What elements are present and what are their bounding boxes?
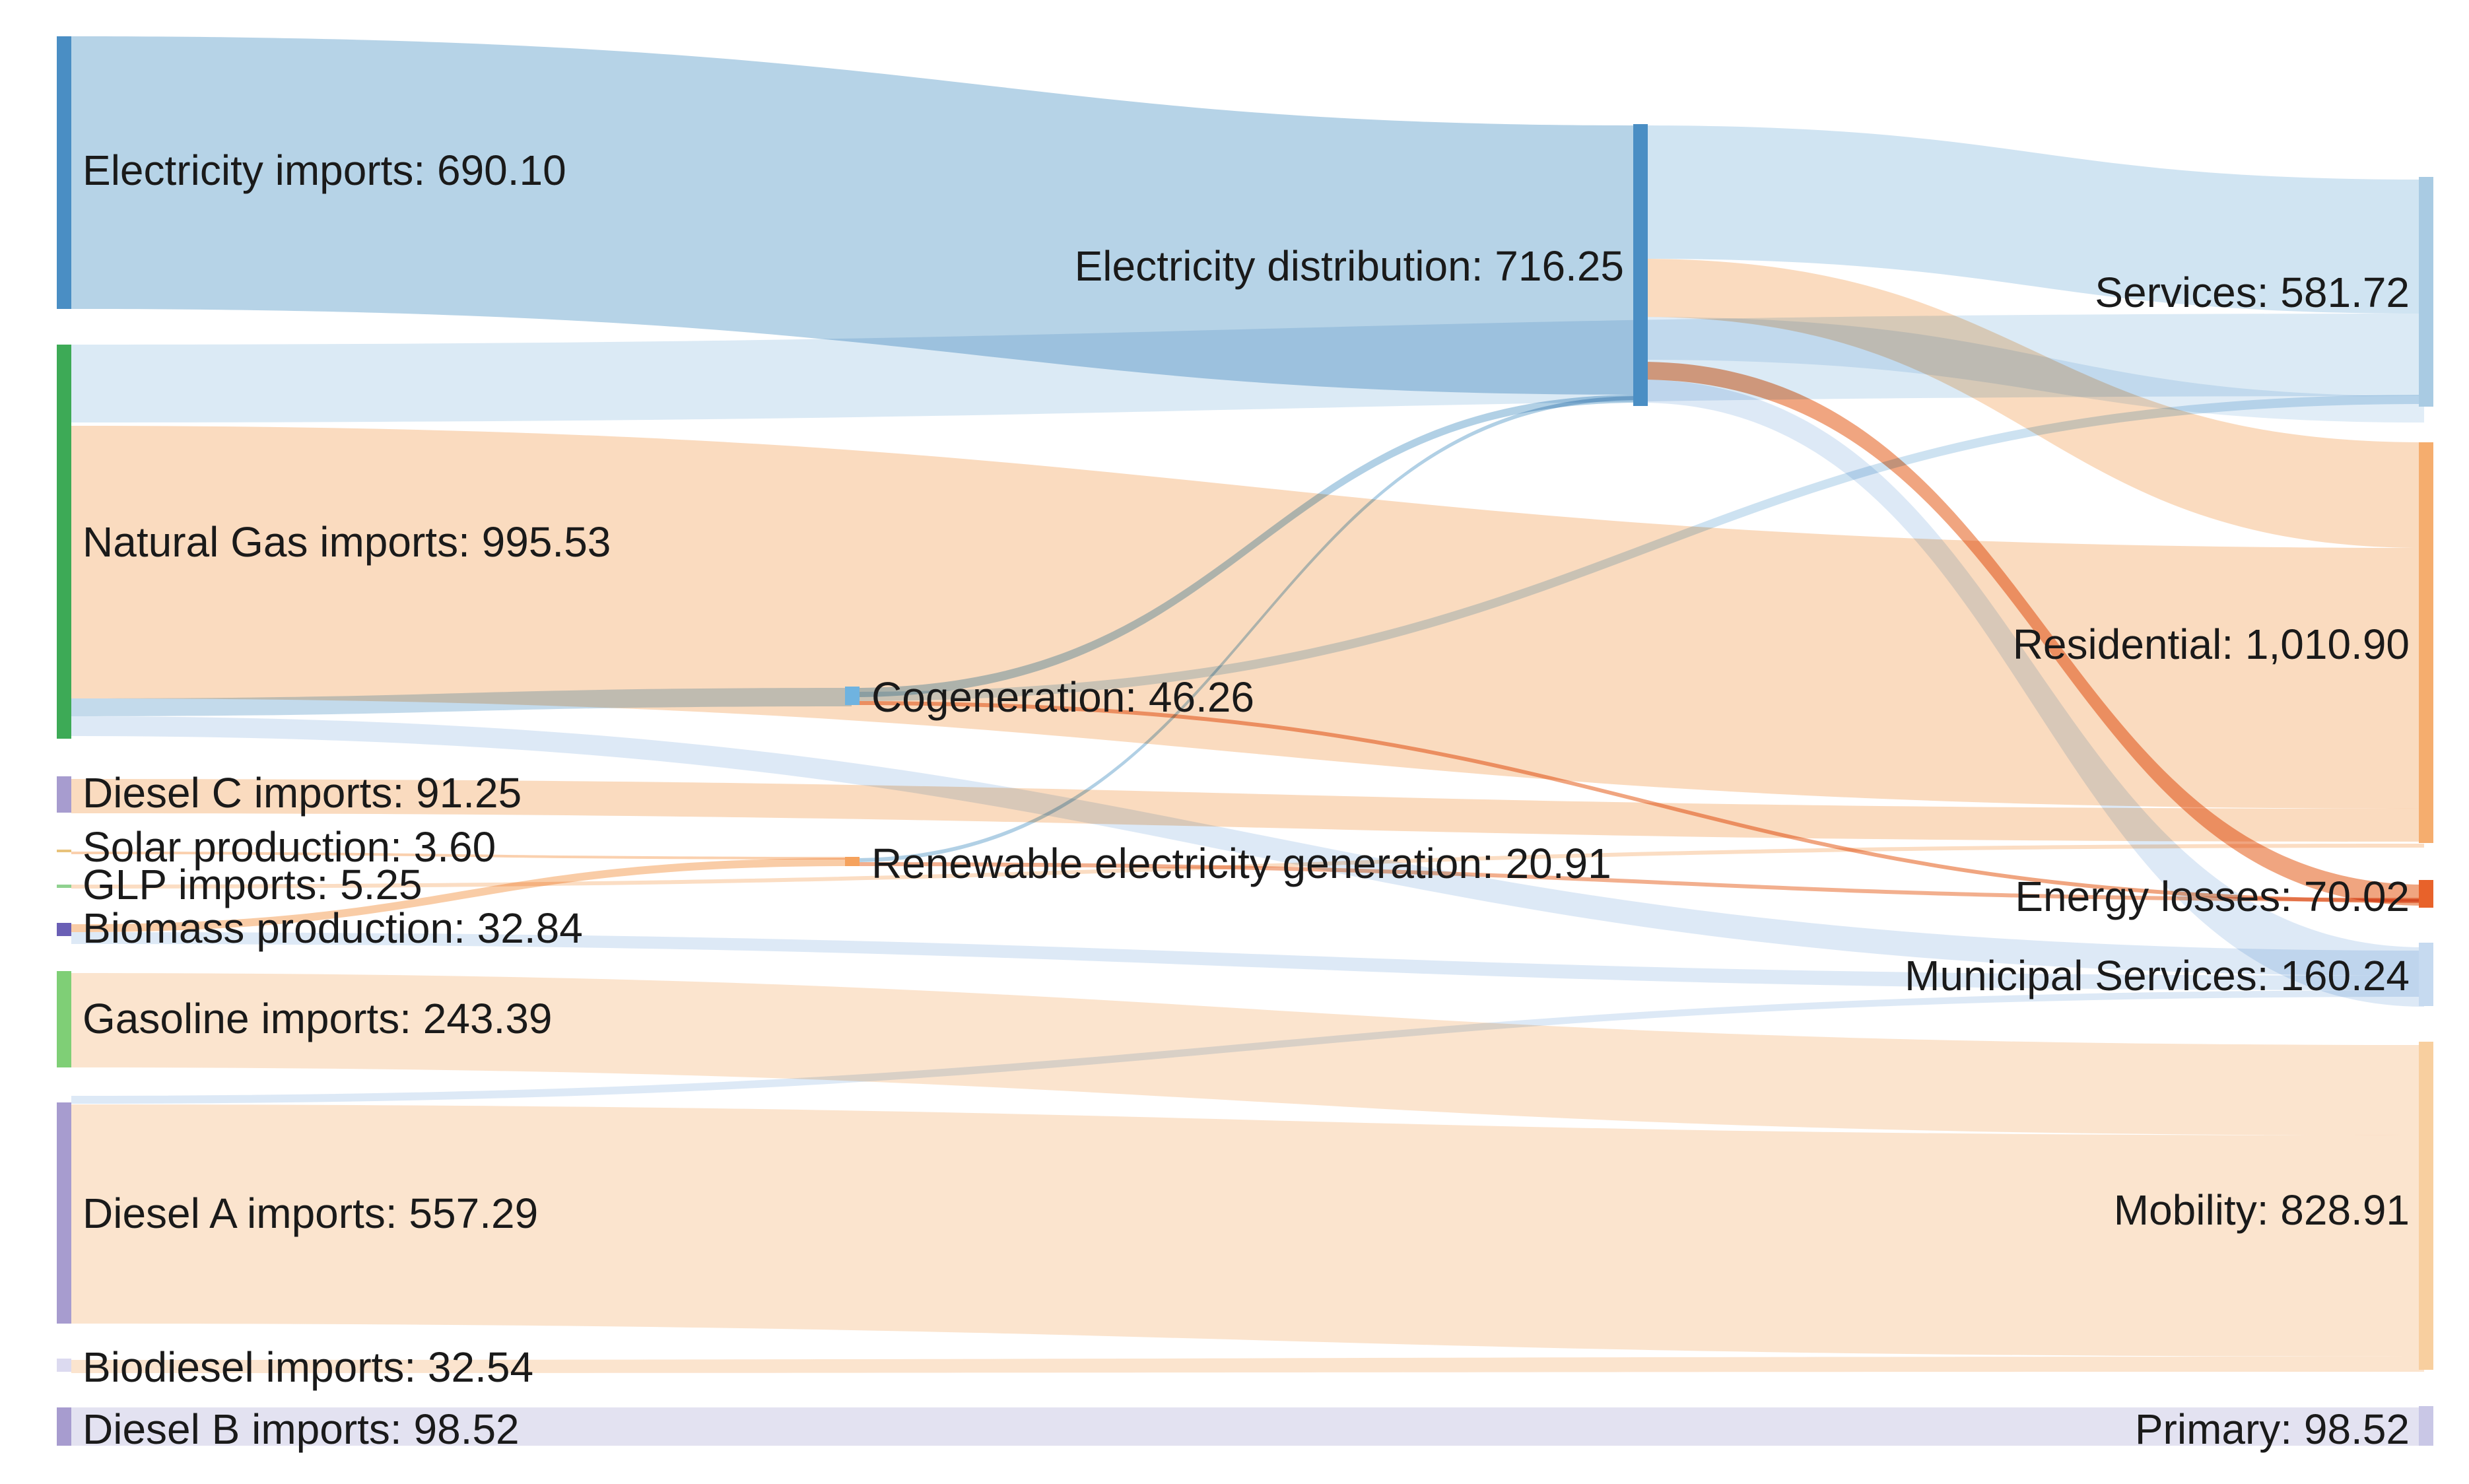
- node-services: [2419, 177, 2433, 407]
- link-natural-gas-to-residential: [71, 426, 2424, 809]
- link-distribution-to-services: [1640, 125, 2424, 314]
- label-primary: Primary: 98.52: [2135, 1405, 2410, 1453]
- link-diesel-a-to-municipal: [71, 990, 2424, 1104]
- label-renewable-generation: Renewable electricity generation: 20.91: [871, 840, 1611, 887]
- link-gasoline-to-mobility: [71, 973, 2424, 1135]
- label-diesel-b-imports: Diesel B imports: 98.52: [83, 1405, 520, 1453]
- node-diesel-b-imports: [57, 1407, 71, 1446]
- label-residential: Residential: 1,010.90: [2013, 621, 2410, 668]
- label-energy-losses: Energy losses: 70.02: [2015, 873, 2410, 920]
- label-diesel-a-imports: Diesel A imports: 557.29: [83, 1190, 538, 1237]
- node-electricity-distribution: [1633, 124, 1648, 406]
- link-biomass-to-renewable: [71, 858, 852, 932]
- node-labels: Electricity imports: 690.10 Natural Gas …: [83, 147, 2410, 1453]
- node-solar-production: [57, 850, 71, 852]
- label-electricity-distribution: Electricity distribution: 716.25: [1075, 242, 1624, 290]
- node-biomass-production: [57, 923, 71, 936]
- link-natural-gas-to-cogeneration: [71, 688, 852, 716]
- label-diesel-c-imports: Diesel C imports: 91.25: [83, 769, 522, 817]
- link-natural-gas-to-municipal: [71, 716, 2424, 976]
- node-primary: [2419, 1406, 2433, 1446]
- link-biomass-to-municipal: [71, 932, 2424, 990]
- link-cogeneration-to-services: [852, 395, 2424, 701]
- label-electricity-imports: Electricity imports: 690.10: [83, 147, 566, 194]
- link-diesel-b-to-primary: [71, 1407, 2424, 1446]
- node-mobility: [2419, 1042, 2433, 1370]
- label-natural-gas-imports: Natural Gas imports: 995.53: [83, 518, 611, 566]
- link-solar-to-renewable: [71, 852, 852, 860]
- node-cogeneration: [845, 687, 860, 705]
- node-municipal-services: [2419, 943, 2433, 1006]
- node-diesel-a-imports: [57, 1102, 71, 1324]
- label-gasoline-imports: Gasoline imports: 243.39: [83, 995, 553, 1042]
- link-electricity-imports-to-distribution: [71, 36, 1640, 395]
- label-biomass-production: Biomass production: 32.84: [83, 904, 583, 952]
- node-biodiesel-imports: [57, 1359, 71, 1372]
- label-biodiesel-imports: Biodiesel imports: 32.54: [83, 1343, 533, 1391]
- node-renewable-generation: [845, 857, 860, 866]
- link-biodiesel-to-mobility: [71, 1357, 2424, 1373]
- label-municipal-services: Municipal Services: 160.24: [1905, 952, 2410, 999]
- node-energy-losses: [2419, 880, 2433, 908]
- label-cogeneration: Cogeneration: 46.26: [871, 673, 1254, 721]
- node-natural-gas-imports: [57, 345, 71, 739]
- link-natural-gas-to-services: [71, 314, 2424, 422]
- label-glp-imports: GLP imports: 5.25: [83, 861, 423, 908]
- node-electricity-imports: [57, 36, 71, 309]
- link-diesel-a-to-mobility: [71, 1104, 2424, 1357]
- node-gasoline-imports: [57, 971, 71, 1067]
- node-diesel-c-imports: [57, 776, 71, 813]
- node-glp-imports: [57, 885, 71, 888]
- label-services: Services: 581.72: [2095, 269, 2410, 316]
- link-renewable-to-energy-losses: [852, 862, 2424, 902]
- node-residential: [2419, 442, 2433, 843]
- link-diesel-c-to-residential: [71, 779, 2424, 842]
- label-mobility: Mobility: 828.91: [2114, 1186, 2410, 1234]
- node-bars: [57, 36, 2433, 1446]
- flow-links: [71, 36, 2424, 1446]
- label-solar-production: Solar production: 3.60: [83, 823, 496, 871]
